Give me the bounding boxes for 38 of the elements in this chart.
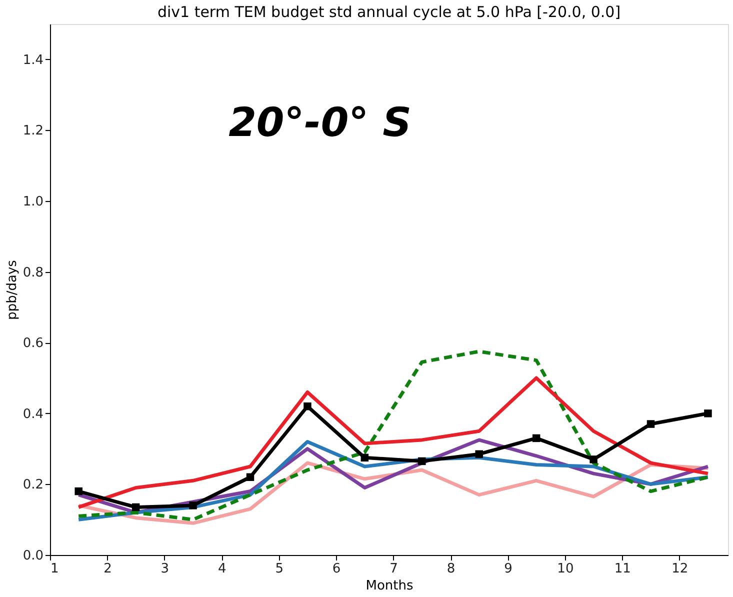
y-tick-label: 1.0	[22, 194, 44, 210]
x-tick-label: 6	[332, 562, 341, 576]
y-tick-label: 0.0	[22, 548, 44, 564]
point	[475, 450, 483, 458]
line-series	[76, 376, 710, 509]
annotation: 20°-0° S	[228, 100, 412, 146]
point	[360, 454, 369, 462]
point	[189, 502, 197, 510]
x-axis-title: Months	[366, 578, 414, 594]
x-tick-label: 4	[218, 562, 226, 576]
y-tick-label: 0.6	[22, 336, 44, 352]
point	[74, 487, 82, 496]
point	[246, 473, 254, 481]
x-tick-label: 9	[504, 562, 512, 576]
y-tick-label: 0.4	[22, 406, 44, 422]
x-tick-label: 5	[275, 562, 284, 576]
x-tick-label: 12	[672, 562, 688, 576]
y-axis-title: ppb/days	[4, 260, 20, 320]
y-tick-label: 1.4	[22, 52, 44, 68]
point	[590, 456, 598, 464]
point	[132, 503, 140, 512]
point	[304, 402, 312, 410]
x-tick-label: 11	[614, 562, 631, 576]
x-tick-label: 1	[50, 562, 59, 576]
x-tick-label: 8	[446, 562, 456, 576]
x-tick-label: 10	[557, 562, 574, 576]
chart-title: div1 term TEM budget std annual cycle at 5.0 hPa [-20.0, 0.0]	[157, 3, 621, 21]
point	[532, 434, 540, 442]
point	[704, 410, 712, 418]
y-tick-label: 0.8	[22, 265, 44, 280]
point	[646, 420, 655, 428]
x-tick-label: 3	[160, 562, 170, 576]
x-tick-label: 2	[104, 562, 112, 576]
line-series	[76, 350, 710, 522]
y-tick-label: 1.2	[22, 124, 44, 139]
y-tick-label: 0.2	[22, 478, 44, 493]
point	[418, 457, 426, 466]
x-tick-label: 7	[390, 562, 398, 576]
